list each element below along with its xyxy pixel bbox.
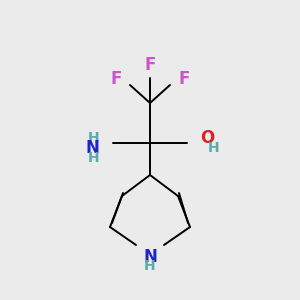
Text: H: H	[144, 259, 156, 273]
Text: H: H	[87, 131, 99, 145]
Text: H: H	[208, 141, 220, 155]
Text: F: F	[144, 56, 156, 74]
Text: O: O	[200, 129, 214, 147]
Text: N: N	[85, 139, 99, 157]
Text: F: F	[178, 70, 189, 88]
Text: H: H	[87, 151, 99, 165]
Text: N: N	[143, 248, 157, 266]
Text: F: F	[111, 70, 122, 88]
